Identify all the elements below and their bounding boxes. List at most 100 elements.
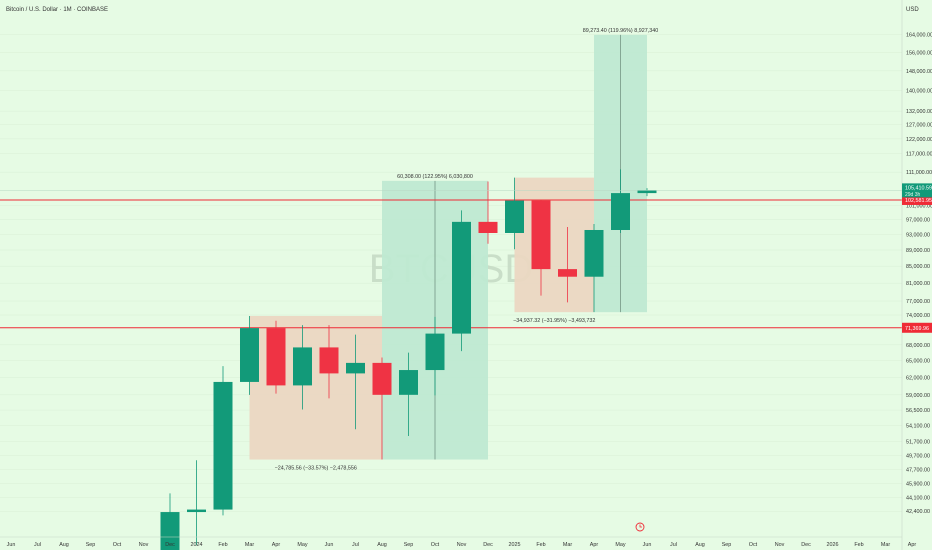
time-tick-label: Apr bbox=[272, 542, 281, 548]
clock-icon[interactable] bbox=[635, 522, 645, 532]
price-line-tag-label: 102,581.95 bbox=[905, 198, 932, 204]
loss-range-box[interactable] bbox=[514, 177, 595, 313]
time-tick-label: Apr bbox=[590, 542, 599, 548]
price-line-tag-label: 71,369.96 bbox=[905, 326, 929, 332]
time-tick-label: Feb bbox=[536, 542, 545, 548]
price-tick-label: 68,000.00 bbox=[906, 343, 930, 349]
candle-body[interactable] bbox=[637, 190, 657, 194]
time-tick-label: Jul bbox=[352, 542, 359, 548]
time-tick-label: Sep bbox=[404, 542, 414, 548]
candle-body[interactable] bbox=[240, 328, 259, 382]
price-tick-label: 42,400.00 bbox=[906, 509, 930, 515]
candle-body[interactable] bbox=[505, 200, 524, 233]
price-tick-label: 89,000.00 bbox=[906, 248, 930, 254]
time-tick-label: 2025 bbox=[509, 542, 521, 548]
candle-body[interactable] bbox=[266, 328, 286, 386]
candle-body[interactable] bbox=[160, 512, 180, 550]
time-tick-label: Feb bbox=[218, 542, 227, 548]
price-tick-label: 74,000.00 bbox=[906, 313, 930, 319]
time-tick-label: May bbox=[297, 542, 307, 548]
time-axis[interactable]: Jun Jul Aug Sep Oct Nov Dec 2024 Feb Mar Apr May Jun… bbox=[0, 536, 917, 548]
time-tick-label: Nov bbox=[139, 542, 149, 548]
price-tick-label: 44,100.00 bbox=[906, 495, 930, 501]
time-tick-label: Sep bbox=[86, 542, 96, 548]
candles[interactable] bbox=[160, 169, 657, 550]
price-tick-label: 65,000.00 bbox=[906, 359, 930, 365]
price-tick-label: 85,000.00 bbox=[906, 264, 930, 270]
candle-body[interactable] bbox=[425, 333, 445, 371]
price-tick-label: 140,000.00 bbox=[906, 88, 932, 94]
time-tick-label: Mar bbox=[563, 542, 572, 548]
price-tick-label: 148,000.00 bbox=[906, 69, 932, 75]
candle-body[interactable] bbox=[399, 370, 418, 395]
last-price-tag[interactable] bbox=[902, 183, 932, 198]
candle-body[interactable] bbox=[346, 362, 365, 374]
price-tick-label: 117,000.00 bbox=[906, 152, 932, 158]
candle-body[interactable] bbox=[372, 362, 392, 395]
price-tick-label: 97,000.00 bbox=[906, 218, 930, 224]
price-tick-label: 49,700.00 bbox=[906, 453, 930, 459]
candle-body[interactable] bbox=[531, 200, 551, 270]
last-price-countdown: 29d 3h bbox=[905, 192, 921, 198]
candle-body[interactable] bbox=[584, 229, 604, 277]
price-tick-label: 156,000.00 bbox=[906, 50, 932, 56]
price-tick-label: 45,900.00 bbox=[906, 481, 930, 487]
clock-face bbox=[635, 522, 645, 532]
price-tick-label: 164,000.00 bbox=[906, 33, 932, 39]
price-tick-label: 81,000.00 bbox=[906, 281, 930, 287]
time-tick-label: May bbox=[615, 542, 625, 548]
time-tick-label: Nov bbox=[457, 542, 467, 548]
price-tick-label: 54,100.00 bbox=[906, 423, 930, 429]
candle-body[interactable] bbox=[611, 193, 630, 230]
time-tick-label: Sep bbox=[722, 542, 732, 548]
currency-label: USD bbox=[906, 7, 919, 13]
candle-body[interactable] bbox=[293, 347, 312, 386]
price-tick-label: 47,700.00 bbox=[906, 468, 930, 474]
range-label: −24,785.56 (−33.57%) −2,478,556 bbox=[275, 466, 357, 472]
time-tick-label: Mar bbox=[881, 542, 890, 548]
price-line-tag[interactable] bbox=[902, 194, 932, 205]
price-tick-label: 101,000.00 bbox=[906, 203, 932, 209]
candle-body[interactable] bbox=[452, 221, 471, 334]
time-tick-label: Jul bbox=[670, 542, 677, 548]
range-label: −34,937.32 (−31.95%) −3,493,732 bbox=[513, 318, 595, 324]
time-tick-label: Oct bbox=[113, 542, 122, 548]
range-label: 60,308.00 (122.95%) 6,030,800 bbox=[397, 174, 473, 180]
time-tick-label: Aug bbox=[377, 542, 387, 548]
chart-title: Bitcoin / U.S. Dollar · 1M · COINBASE bbox=[6, 7, 108, 13]
time-tick-label: 2026 bbox=[827, 542, 839, 548]
time-tick-label: Feb bbox=[854, 542, 863, 548]
price-tick-label: 132,000.00 bbox=[906, 109, 932, 115]
candle-body[interactable] bbox=[319, 347, 339, 374]
time-tick-label: Jun bbox=[7, 542, 16, 548]
price-tick-label: 122,000.00 bbox=[906, 137, 932, 143]
time-tick-label: Jun bbox=[643, 542, 652, 548]
time-tick-label: Dec bbox=[801, 542, 811, 548]
candle-body[interactable] bbox=[213, 381, 233, 510]
horizontal-lines[interactable] bbox=[0, 199, 902, 329]
time-tick-label: Oct bbox=[749, 542, 758, 548]
price-line-tag[interactable] bbox=[902, 322, 932, 333]
price-tick-label: 62,000.00 bbox=[906, 375, 930, 381]
time-tick-label: Dec bbox=[165, 542, 175, 548]
candle-body[interactable] bbox=[478, 221, 498, 233]
price-tick-label: 77,000.00 bbox=[906, 299, 930, 305]
candle-body[interactable] bbox=[558, 269, 577, 277]
price-tick-label: 127,000.00 bbox=[906, 123, 932, 129]
time-tick-label: 2024 bbox=[191, 542, 203, 548]
price-tick-label: 111,000.00 bbox=[906, 170, 932, 176]
time-tick-label: Jul bbox=[34, 542, 41, 548]
price-axis[interactable]: 164,000.00 156,000.00 148,000.00 140,000.00… bbox=[901, 0, 932, 550]
time-tick-label: Mar bbox=[245, 542, 254, 548]
candle-body[interactable] bbox=[187, 509, 206, 513]
range-label: 89,273.40 (119.96%) 8,927,340 bbox=[583, 28, 658, 34]
time-tick-label: Dec bbox=[483, 542, 493, 548]
last-price-value: 105,410.59 bbox=[905, 185, 932, 191]
clock-hands bbox=[639, 524, 642, 528]
time-tick-label: Apr bbox=[908, 542, 917, 548]
price-tick-label: 59,000.00 bbox=[906, 393, 930, 399]
time-tick-label: Oct bbox=[431, 542, 440, 548]
price-tick-label: 56,500.00 bbox=[906, 408, 930, 414]
price-tick-label: 51,700.00 bbox=[906, 439, 930, 445]
